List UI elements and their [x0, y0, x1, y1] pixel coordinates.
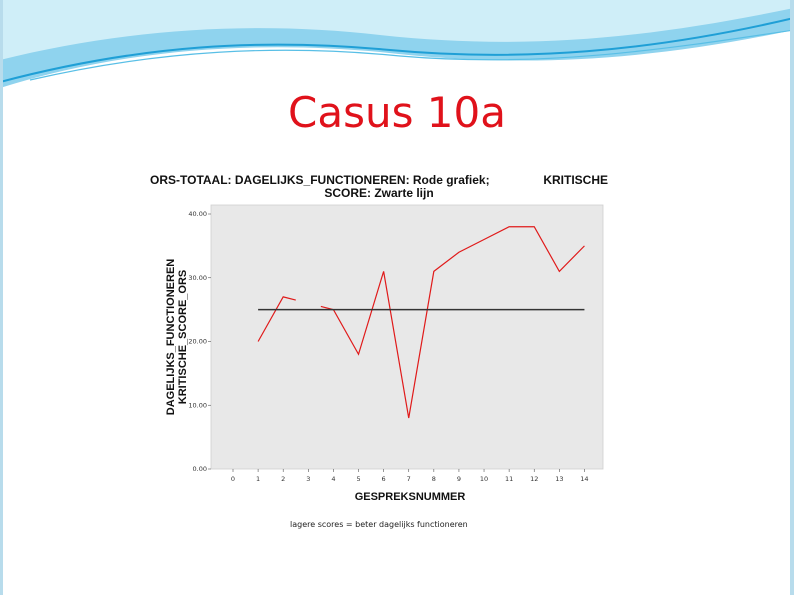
header-wave-stroke [0, 17, 794, 83]
slide-title: Casus 10a [288, 88, 506, 137]
x-tick-label: 11 [505, 475, 513, 483]
y-tick-label: 40.00 [188, 210, 207, 218]
ors-score-line [320, 226, 585, 419]
x-tick-label: 12 [530, 475, 538, 483]
frame-left-shadow [0, 0, 3, 595]
x-tick-label: 0 [231, 475, 235, 483]
x-tick-label: 6 [382, 475, 386, 483]
tick-layer: 0 1 2 3 4 5 6 7 8 9 10 11 12 13 140.0010.0020.0030.004… [188, 210, 588, 483]
x-tick-label: 13 [555, 475, 563, 483]
chart-panel: ORS-TOTAAL: DAGELIJKS_FUNCTIONEREN: Rode… [145, 163, 615, 543]
header-wave-band [0, 8, 794, 88]
frame-right-shadow [790, 0, 794, 595]
x-tick-label: 3 [306, 475, 310, 483]
chart-footnote: lagere scores = beter dagelijks function… [290, 520, 468, 529]
x-tick-label: 10 [480, 475, 488, 483]
plot-area [210, 204, 604, 470]
x-tick-label: 8 [432, 475, 436, 483]
chart-title-line1-left: ORS-TOTAAL: DAGELIJKS_FUNCTIONEREN: Rode… [150, 173, 490, 187]
x-tick-label: 2 [281, 475, 285, 483]
y-tick-label: 20.00 [188, 338, 207, 346]
series-layer [257, 226, 585, 419]
y-tick-label: 30.00 [188, 274, 207, 282]
chart-title-line2: SCORE: Zwarte lijn [324, 186, 433, 200]
x-tick-label: 1 [256, 475, 260, 483]
x-tick-label: 5 [356, 475, 360, 483]
x-axis-label: GESPREKSNUMMER [355, 491, 466, 503]
x-tick-label: 7 [407, 475, 411, 483]
ors-score-line [257, 296, 296, 342]
x-tick-label: 4 [331, 475, 335, 483]
x-tick-label: 9 [457, 475, 461, 483]
chart-title-line1-right: KRITISCHE [543, 173, 608, 187]
chart: ORS-TOTAAL: DAGELIJKS_FUNCTIONEREN: Rode… [150, 173, 608, 529]
y-tick-label: 0.00 [193, 465, 207, 473]
y-axis-label-line2: KRITISCHE_SCORE_ORS [177, 270, 189, 404]
x-tick-label: 14 [580, 475, 588, 483]
header-wave-stroke-2 [29, 29, 794, 81]
y-axis-label-line1: DAGELIJKS_FUNCTIONEREN [165, 259, 177, 416]
y-tick-label: 10.00 [188, 401, 207, 409]
